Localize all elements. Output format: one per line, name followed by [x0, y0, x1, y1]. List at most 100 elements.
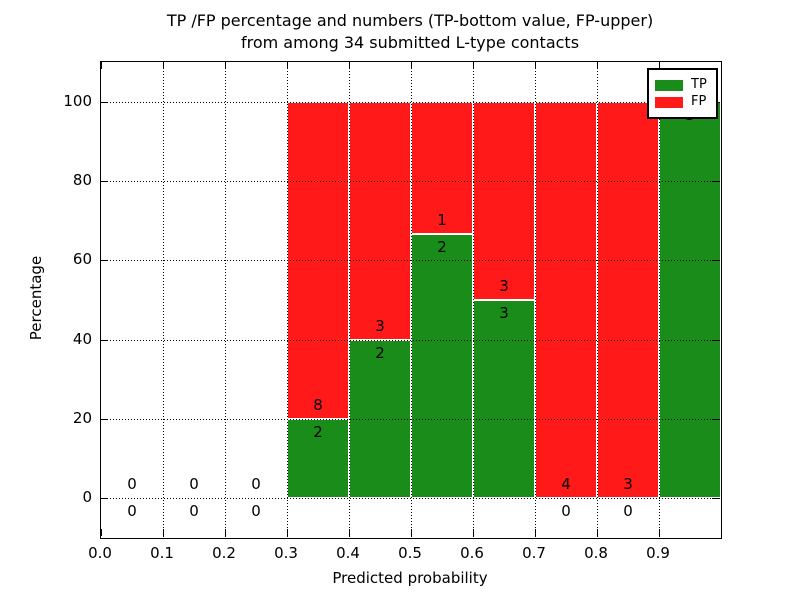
x-tick-label: 0.0 [88, 544, 112, 562]
x-tick-label: 0.5 [398, 544, 422, 562]
fp-count-label: 0 [127, 475, 137, 494]
h-gridline [101, 101, 721, 103]
legend-item-tp: TP [655, 78, 707, 92]
x-tick-label: 0.1 [150, 544, 174, 562]
y-tick-right [712, 260, 719, 262]
x-tick-top [225, 62, 226, 69]
y-axis-label-wrap: Percentage [14, 256, 58, 340]
y-axis-label: Percentage [27, 255, 45, 341]
x-tick-top [473, 62, 474, 69]
x-tick-label: 0.9 [646, 544, 670, 562]
x-tick-top [349, 62, 350, 69]
tp-count-label: 3 [499, 304, 509, 322]
legend-item-fp: FP [655, 95, 707, 109]
x-tick-bottom [287, 529, 288, 536]
y-tick-left [101, 419, 108, 420]
legend: TP FP [647, 68, 718, 119]
y-tick-left [101, 260, 108, 262]
bar-segment-fp [597, 101, 659, 499]
h-gridline [101, 260, 721, 262]
fp-count-label: 4 [561, 475, 571, 494]
legend-label-fp: FP [691, 94, 707, 109]
h-gridline [101, 419, 721, 420]
v-gridline [349, 62, 350, 538]
y-tick-label: 80 [72, 171, 92, 189]
plot-area: 00000082321233403003 [100, 61, 722, 539]
h-gridline [101, 181, 721, 182]
x-tick-top [101, 62, 102, 69]
bar-segment-fp [411, 101, 473, 234]
fp-count-label: 8 [313, 396, 323, 414]
x-tick-label: 0.4 [336, 544, 360, 562]
y-tick-label: 40 [72, 329, 92, 348]
bar-segment-fp [349, 101, 411, 340]
tp-count-label: 0 [251, 502, 261, 521]
v-gridline [411, 62, 412, 538]
x-tick-label: 0.7 [522, 544, 546, 562]
x-tick-bottom [535, 529, 536, 536]
legend-label-tp: TP [691, 77, 707, 92]
x-tick-bottom [225, 529, 226, 536]
x-tick-bottom [659, 529, 660, 536]
fp-swatch-icon [655, 96, 683, 108]
chart-title: TP /FP percentage and numbers (TP-bottom… [100, 10, 720, 54]
tp-count-label: 0 [561, 502, 571, 521]
y-tick-left [101, 181, 108, 182]
h-gridline [101, 339, 721, 341]
fp-count-label: 0 [189, 475, 199, 494]
tp-swatch-icon [655, 79, 683, 91]
y-tick-right [712, 181, 719, 182]
x-tick-top [163, 62, 164, 69]
x-tick-bottom [163, 529, 164, 536]
tp-count-label: 2 [375, 343, 385, 362]
fp-count-label: 3 [375, 316, 385, 335]
bar-segment-tp [473, 300, 535, 499]
y-tick-right [712, 419, 719, 420]
y-tick-left [101, 101, 108, 103]
y-tick-label: 20 [72, 409, 92, 427]
x-tick-top [659, 62, 660, 69]
x-tick-bottom [101, 529, 102, 536]
chart-title-line2: from among 34 submitted L-type contacts [240, 33, 580, 52]
x-tick-bottom [597, 529, 598, 536]
x-tick-top [411, 62, 412, 69]
fp-count-label: 3 [499, 277, 509, 295]
tp-count-label: 0 [127, 502, 137, 521]
v-gridline [659, 62, 660, 538]
y-tick-right [712, 498, 719, 500]
bar-segment-tp [659, 101, 721, 499]
x-tick-bottom [411, 529, 412, 536]
tp-count-label: 2 [437, 237, 447, 256]
x-tick-label: 0.8 [584, 544, 608, 562]
y-tick-label: 0 [82, 488, 92, 507]
v-gridline [287, 62, 288, 538]
v-gridline [225, 62, 226, 538]
h-gridline [101, 498, 721, 500]
x-tick-top [287, 62, 288, 69]
v-gridline [535, 62, 536, 538]
bar-segment-tp [411, 233, 473, 499]
tp-count-label: 0 [623, 502, 633, 521]
x-axis-label: Predicted probability [332, 569, 488, 587]
v-gridline [163, 62, 164, 538]
y-tick-left [101, 498, 108, 500]
x-tick-top [535, 62, 536, 69]
x-tick-bottom [349, 529, 350, 536]
x-tick-label: 0.2 [212, 544, 236, 562]
bar-segment-fp [473, 101, 535, 300]
y-tick-label: 100 [63, 91, 92, 110]
tp-count-label: 0 [189, 502, 199, 521]
y-tick-right [712, 339, 719, 341]
y-tick-label: 60 [72, 250, 92, 269]
fp-count-label: 0 [251, 475, 261, 494]
x-tick-label: 0.3 [274, 544, 298, 562]
bar-segment-fp [287, 101, 349, 419]
x-tick-top [597, 62, 598, 69]
bar-segment-fp [535, 101, 597, 499]
tp-count-label: 2 [313, 423, 323, 441]
y-tick-left [101, 339, 108, 341]
x-tick-label: 0.6 [460, 544, 484, 562]
fp-count-label: 1 [437, 210, 447, 229]
fp-count-label: 3 [623, 475, 633, 494]
